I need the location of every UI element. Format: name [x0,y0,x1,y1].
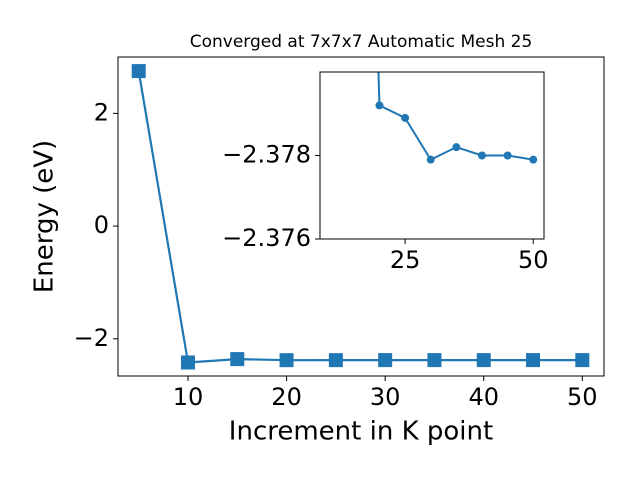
marker [230,352,245,367]
y-tick-label: 0 [94,211,109,239]
x-tick-label: 10 [173,383,204,411]
marker [180,355,195,370]
y-tick-label: −2.378 [222,141,311,169]
marker [426,155,435,164]
marker [427,353,442,368]
series-line [137,70,583,364]
marker [378,353,393,368]
x-tick-label: 40 [468,383,499,411]
marker [526,353,541,368]
series-line [377,72,534,161]
x-tick-label: 20 [271,383,302,411]
x-tick-label: 50 [567,383,598,411]
x-tick-label: 25 [390,246,421,274]
marker [131,64,146,79]
chart-title: Converged at 7x7x7 Automatic Mesh 25 [190,32,533,52]
marker [503,151,512,160]
marker [452,143,461,152]
marker [279,353,294,368]
y-axis-label: Energy (eV) [30,140,60,293]
x-tick-label: 50 [518,246,549,274]
y-tick-label: −2 [74,324,109,352]
marker [401,113,410,122]
plot-content [131,64,590,370]
y-tick-label: 2 [94,98,109,126]
marker [477,151,486,160]
x-tick-label: 30 [370,383,401,411]
plot-frame [117,56,605,377]
plot-content [375,72,538,164]
x-axis-label: Increment in K point [229,417,493,447]
marker [375,101,384,110]
y-tick-label: −2.376 [222,224,311,252]
marker [328,353,343,368]
marker [476,353,491,368]
marker [529,155,538,164]
marker [575,353,590,368]
